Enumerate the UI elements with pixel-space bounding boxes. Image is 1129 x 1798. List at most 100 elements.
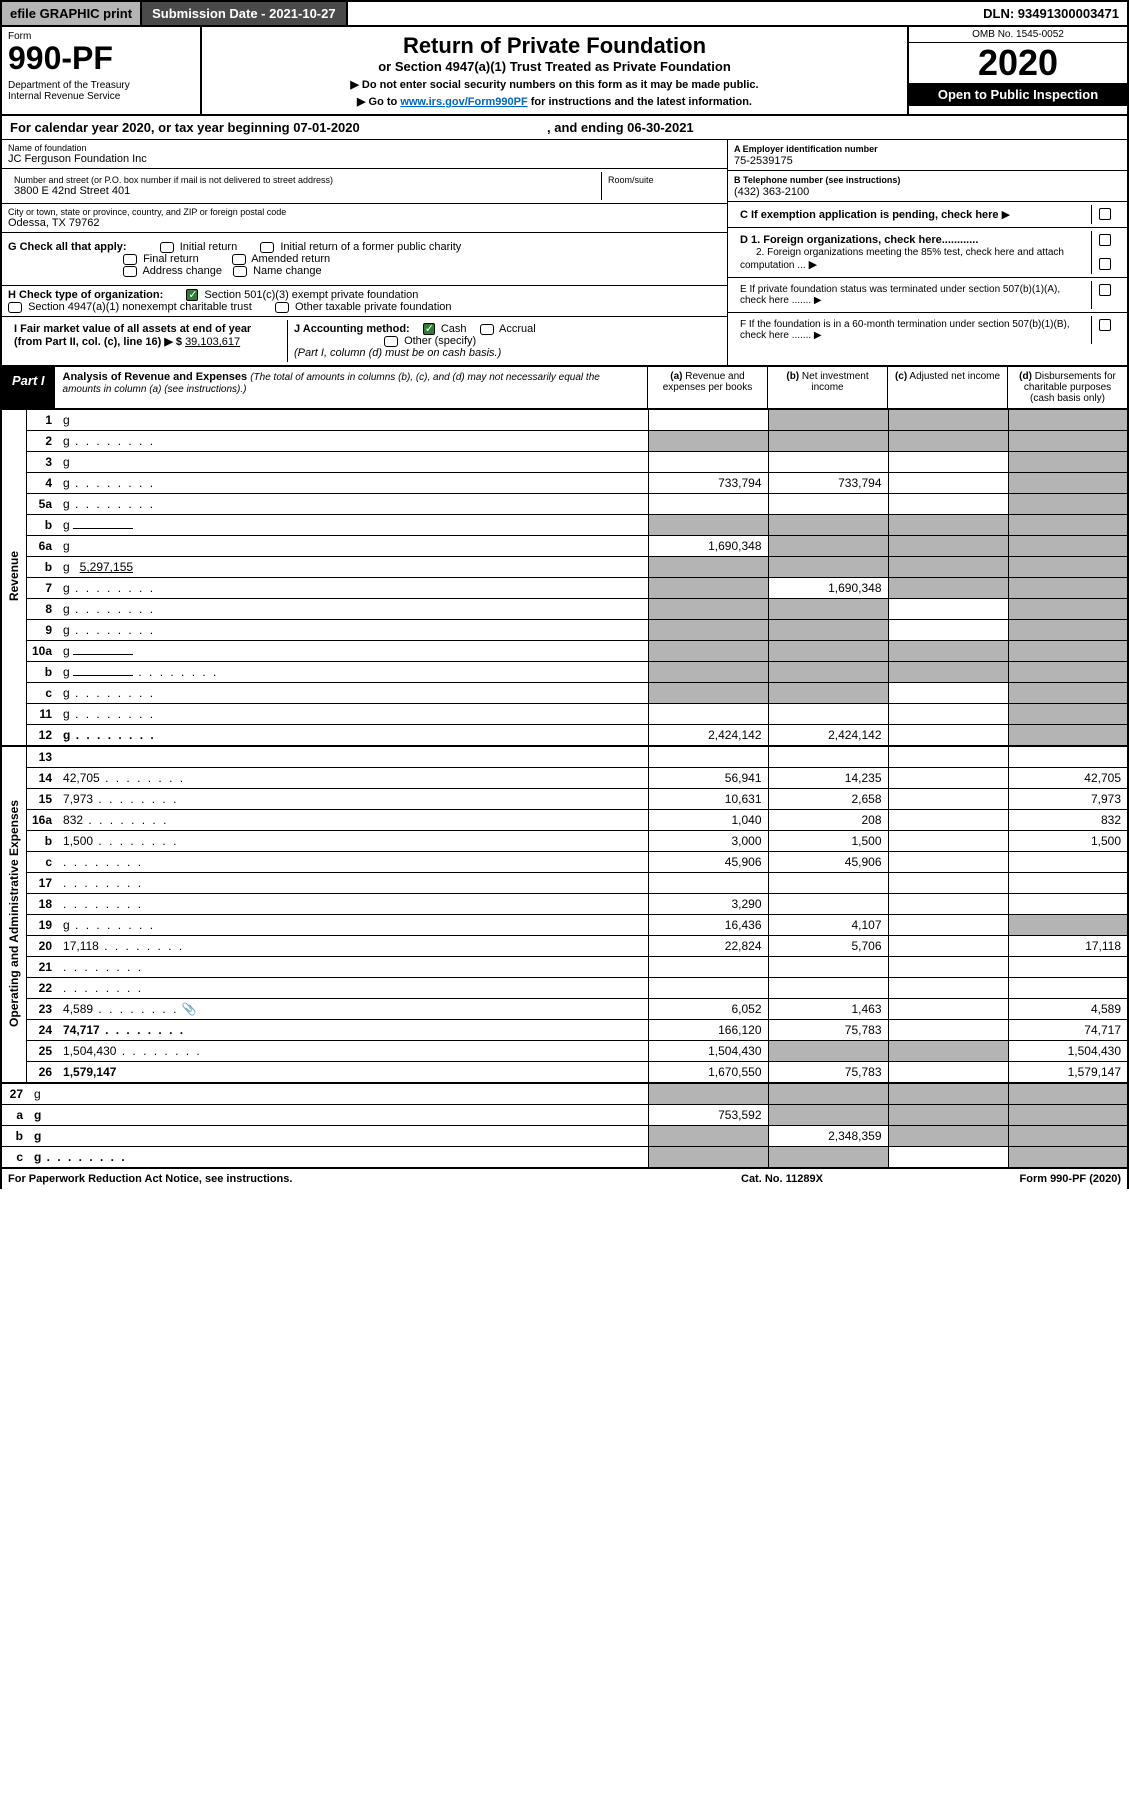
section-i: I Fair market value of all assets at end… (8, 320, 288, 362)
col-a-header: (a) (a) Revenue and expenses per booksRe… (647, 367, 767, 408)
checkbox-name-change[interactable] (233, 266, 247, 277)
form-title: Return of Private Foundation (208, 33, 901, 59)
table-row: cg (1, 683, 1128, 704)
efile-label[interactable]: efile GRAPHIC print (2, 2, 142, 25)
table-row: 9g (1, 620, 1128, 641)
table-row: 8g (1, 599, 1128, 620)
table-row: bg (1, 515, 1128, 536)
checkbox-amended[interactable] (232, 254, 246, 265)
form-note1: ▶ Do not enter social security numbers o… (208, 78, 901, 91)
table-row: 234,589 📎6,0521,4634,589 (1, 999, 1128, 1020)
tax-year: 2020 (909, 43, 1127, 83)
attachment-icon[interactable]: 📎 (182, 1002, 197, 1016)
checkbox-501c3[interactable] (186, 289, 198, 301)
d2-label: 2. Foreign organizations meeting the 85%… (740, 247, 1064, 271)
checkbox-accrual[interactable] (480, 324, 494, 335)
e-label: E If private foundation status was termi… (740, 284, 1060, 306)
omb-number: OMB No. 1545-0052 (909, 27, 1127, 43)
d1-label: D 1. Foreign organizations, check here..… (740, 234, 978, 246)
expenses-table: Operating and Administrative Expenses131… (0, 747, 1129, 1084)
checkbox-address-change[interactable] (123, 266, 137, 277)
table-row: 17 (1, 873, 1128, 894)
summary-table: 27gag753,592bg2,348,359cg (0, 1084, 1129, 1169)
c-label: C If exemption application is pending, c… (740, 209, 999, 221)
f-label: F If the foundation is in a 60-month ter… (740, 319, 1070, 341)
part1-title: Analysis of Revenue and Expenses (63, 371, 248, 383)
table-row: 1442,70556,94114,23542,705 (1, 768, 1128, 789)
part1-label: Part I (2, 367, 55, 408)
table-row: 6ag1,690,348 (1, 536, 1128, 557)
checkbox-final-return[interactable] (123, 254, 137, 265)
table-row: 2474,717166,12075,78374,717 (1, 1020, 1128, 1041)
form-header: Form 990-PF Department of the Treasury I… (0, 27, 1129, 116)
checkbox-other-taxable[interactable] (275, 302, 289, 313)
checkbox-d2[interactable] (1099, 258, 1111, 270)
catalog-number: Cat. No. 11289X (741, 1173, 941, 1185)
checkbox-other-method[interactable] (384, 336, 398, 347)
foundation-name: JC Ferguson Foundation Inc (8, 153, 721, 165)
table-row: cg (1, 1147, 1128, 1169)
name-label: Name of foundation (8, 143, 721, 153)
table-row: 12g2,424,1422,424,142 (1, 725, 1128, 747)
street-address: 3800 E 42nd Street 401 (14, 185, 595, 197)
phone-label: B Telephone number (see instructions) (734, 175, 900, 185)
table-row: 183,290 (1, 894, 1128, 915)
table-row: bg 5,297,155 (1, 557, 1128, 578)
form-footer-label: Form 990-PF (2020) (941, 1173, 1121, 1185)
table-row: ag753,592 (1, 1105, 1128, 1126)
table-row: bg (1, 662, 1128, 683)
checkbox-e[interactable] (1099, 284, 1111, 296)
section-j: J Accounting method: Cash Accrual Other … (288, 320, 721, 362)
irs-link[interactable]: www.irs.gov/Form990PF (400, 96, 527, 108)
footer: For Paperwork Reduction Act Notice, see … (0, 1169, 1129, 1189)
table-row: Revenue1g (1, 410, 1128, 431)
checkbox-initial-public[interactable] (260, 242, 274, 253)
dln-label: DLN: 93491300003471 (975, 2, 1127, 25)
section-h: H Check type of organization: Section 50… (2, 286, 727, 317)
ein-value: 75-2539175 (734, 155, 793, 167)
checkbox-c[interactable] (1099, 208, 1111, 220)
checkbox-4947[interactable] (8, 302, 22, 313)
table-row: 5ag (1, 494, 1128, 515)
address-label: Number and street (or P.O. box number if… (14, 175, 595, 185)
col-d-header: (d) Disbursements for charitable purpose… (1007, 367, 1127, 408)
checkbox-initial-return[interactable] (160, 242, 174, 253)
table-row: Operating and Administrative Expenses13 (1, 747, 1128, 768)
table-row: 27g (1, 1084, 1128, 1105)
section-g: G Check all that apply: Initial return I… (2, 233, 727, 286)
checkbox-d1[interactable] (1099, 234, 1111, 246)
col-c-header: (c) Adjusted net income (887, 367, 1007, 408)
submission-date: Submission Date - 2021-10-27 (142, 2, 348, 25)
table-row: 19g16,4364,107 (1, 915, 1128, 936)
table-row: 7g1,690,348 (1, 578, 1128, 599)
table-row: 16a8321,040208832 (1, 810, 1128, 831)
table-row: 2017,11822,8245,70617,118 (1, 936, 1128, 957)
city-label: City or town, state or province, country… (8, 207, 721, 217)
department-label: Department of the Treasury Internal Reve… (8, 80, 194, 102)
city-state-zip: Odessa, TX 79762 (8, 217, 721, 229)
checkbox-cash[interactable] (423, 323, 435, 335)
table-row: 251,504,4301,504,4301,504,430 (1, 1041, 1128, 1062)
table-row: 4g733,794733,794 (1, 473, 1128, 494)
phone-value: (432) 363-2100 (734, 186, 809, 198)
side-label: Revenue (1, 410, 27, 746)
table-row: 157,97310,6312,6587,973 (1, 789, 1128, 810)
table-row: 11g (1, 704, 1128, 725)
side-label: Operating and Administrative Expenses (1, 747, 27, 1083)
room-label: Room/suite (608, 175, 715, 185)
form-note2: ▶ Go to www.irs.gov/Form990PF for instru… (208, 95, 901, 108)
paperwork-notice: For Paperwork Reduction Act Notice, see … (8, 1173, 741, 1185)
table-row: 2g (1, 431, 1128, 452)
table-row: bg2,348,359 (1, 1126, 1128, 1147)
table-row: 10ag (1, 641, 1128, 662)
form-number: 990-PF (8, 42, 194, 74)
table-row: 261,579,1471,670,55075,7831,579,147 (1, 1062, 1128, 1084)
form-subtitle: or Section 4947(a)(1) Trust Treated as P… (208, 59, 901, 74)
filer-info: Name of foundation JC Ferguson Foundatio… (0, 140, 1129, 367)
table-row: 22 (1, 978, 1128, 999)
ein-label: A Employer identification number (734, 144, 878, 154)
checkbox-f[interactable] (1099, 319, 1111, 331)
top-bar: efile GRAPHIC print Submission Date - 20… (0, 0, 1129, 27)
revenue-table: Revenue1g2g3g4g733,794733,7945agbg 6ag1,… (0, 410, 1129, 747)
table-row: 21 (1, 957, 1128, 978)
